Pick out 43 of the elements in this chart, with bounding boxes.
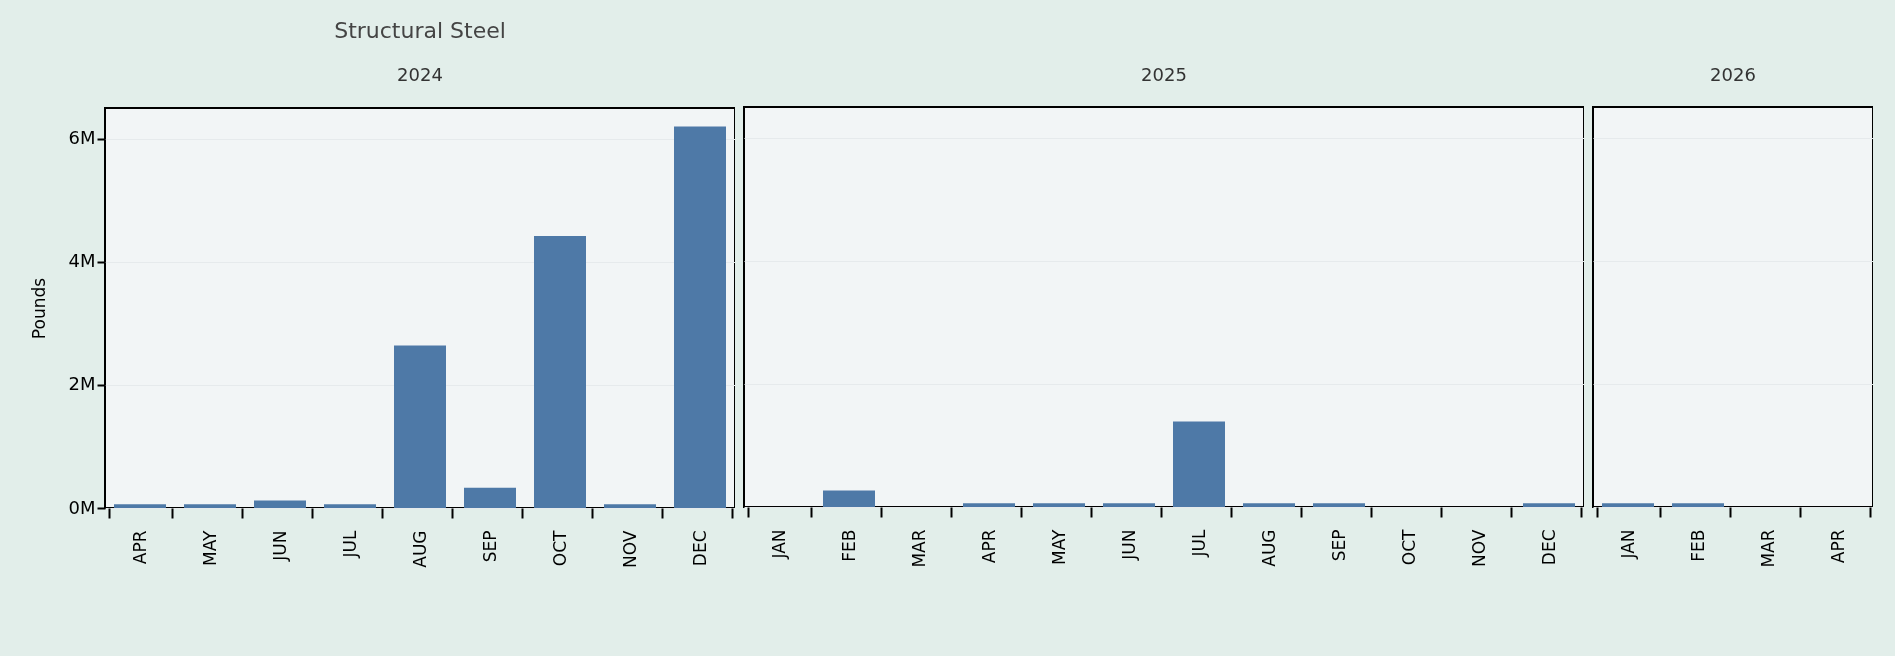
chart-title: Structural Steel	[334, 18, 506, 43]
x-tick-label: APR	[978, 529, 999, 564]
x-tick-label: DEC	[1538, 529, 1559, 566]
x-tick-label: JAN	[1617, 529, 1638, 560]
y-tick-label: 4M	[68, 250, 96, 272]
bar	[534, 236, 586, 508]
x-tick-label: JAN	[768, 529, 789, 560]
x-tick-label: MAY	[199, 529, 220, 566]
y-tick-label: 2M	[68, 373, 96, 395]
bar	[394, 345, 446, 508]
x-tick-label: AUG	[409, 530, 430, 568]
x-tick-label: JUN	[1118, 529, 1139, 561]
x-tick-label: JUL	[339, 529, 360, 559]
x-tick-label: SEP	[1328, 529, 1349, 562]
x-tick-label: APR	[129, 530, 150, 565]
y-tick-label: 6M	[68, 127, 96, 149]
bar	[114, 504, 166, 508]
bar	[184, 504, 236, 508]
bar	[464, 487, 516, 508]
x-tick-label: AUG	[1258, 529, 1279, 567]
x-tick-label: JUL	[1188, 528, 1209, 558]
y-axis-title: Pounds	[28, 277, 49, 340]
chart-subtitle: 2025	[1141, 64, 1187, 85]
x-tick-label: MAY	[1048, 528, 1069, 565]
x-tick-label: SEP	[479, 530, 500, 563]
x-tick-label: MAR	[908, 529, 929, 568]
x-tick-label: OCT	[1398, 528, 1419, 566]
x-tick-label: APR	[1827, 529, 1848, 564]
x-tick-label: FEB	[838, 529, 859, 562]
y-tick-label: 0M	[68, 496, 96, 518]
chart-subtitle: 2024	[397, 64, 443, 85]
x-tick-label: FEB	[1687, 529, 1708, 562]
x-tick-label: NOV	[1468, 529, 1489, 567]
bar	[324, 504, 376, 508]
x-tick-label: OCT	[549, 529, 570, 567]
chart-subtitle: 2026	[1710, 64, 1756, 85]
bar	[674, 126, 726, 508]
x-tick-label: MAR	[1757, 529, 1778, 568]
x-tick-label: NOV	[619, 530, 640, 568]
bar	[254, 500, 306, 508]
x-tick-label: JUN	[269, 530, 290, 562]
x-tick-label: DEC	[689, 530, 710, 567]
bar	[604, 504, 656, 508]
